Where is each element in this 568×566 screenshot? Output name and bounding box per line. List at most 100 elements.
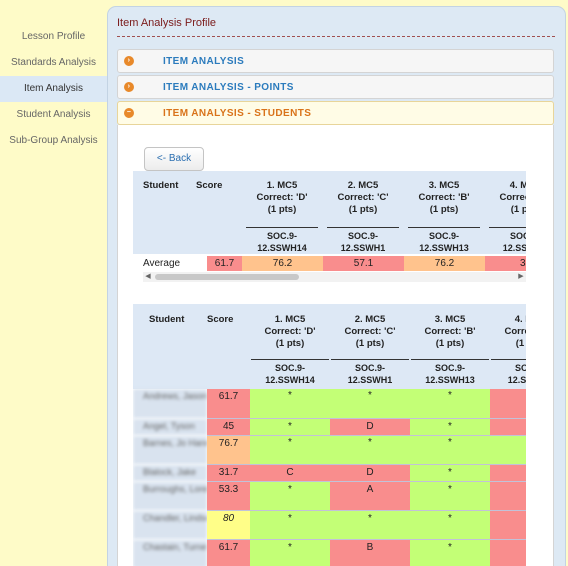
standard-code-item-3: SOC.9- 12.SSWH13 — [410, 362, 490, 386]
row-divider — [207, 481, 526, 482]
item-correct: Correct: 'C' — [337, 192, 389, 203]
standard-divider — [491, 359, 526, 360]
student-score: 80 — [207, 511, 250, 539]
item-number: 2. MC5 — [354, 314, 386, 325]
standard-line: 12.SSWH14 — [257, 243, 307, 253]
horizontal-scrollbar[interactable]: ◀ ▶ — [143, 272, 526, 282]
answer-cell — [490, 389, 526, 418]
standard-line: SOC.9- — [514, 363, 526, 373]
column-header-item-4[interactable]: 4. MC5 Correct: 'A' (1 pts) — [484, 180, 527, 216]
item-number: 1. MC5 — [274, 314, 306, 325]
answer-cell: * — [250, 540, 330, 566]
student-score: 45 — [207, 419, 250, 435]
section-item-analysis[interactable]: › ITEM ANALYSIS — [117, 49, 554, 73]
average-item-2: 57.1 — [323, 256, 404, 271]
answer-cell: * — [250, 389, 330, 418]
answer-cell: * — [330, 511, 410, 539]
standard-line: SOC.9- — [434, 363, 465, 373]
column-header-item-4[interactable]: 4. MC5 Correct: 'A' (1 pts) — [490, 314, 527, 350]
column-header-student[interactable]: Student — [143, 180, 179, 191]
standard-line: 12.SSWH13 — [419, 243, 469, 253]
standard-line: 12.SSWH13 — [425, 375, 475, 385]
column-header-item-2[interactable]: 2. MC5 Correct: 'C' (1 pts) — [330, 314, 410, 350]
sidebar-item-lesson-profile[interactable]: Lesson Profile — [21, 31, 86, 42]
item-points: (1 pts) — [515, 338, 526, 349]
student-score: 61.7 — [207, 389, 250, 418]
column-header-student[interactable]: Student — [149, 314, 185, 325]
sidebar-item-standards-analysis[interactable]: Standards Analysis — [10, 57, 97, 68]
scroll-thumb[interactable] — [155, 274, 299, 280]
item-number: 1. MC5 — [266, 180, 298, 191]
page-title: Item Analysis Profile — [117, 17, 555, 37]
item-number: 3. MC5 — [428, 180, 460, 191]
standard-divider — [331, 359, 409, 360]
standard-code-item-2: SOC.9- 12.SSWH1 — [330, 362, 410, 386]
column-header-item-3[interactable]: 3. MC5 Correct: 'B' (1 pts) — [410, 314, 490, 350]
item-points: (1 pts) — [435, 338, 465, 349]
sidebar-item-item-analysis[interactable]: Item Analysis — [0, 76, 107, 102]
column-header-item-1[interactable]: 1. MC5 Correct: 'D' (1 pts) — [250, 314, 330, 350]
section-label: ITEM ANALYSIS - POINTS — [163, 82, 294, 93]
item-number: 4. MC5 — [509, 180, 526, 191]
item-points: (1 pts) — [355, 338, 385, 349]
back-button[interactable]: <- Back — [144, 147, 204, 171]
answer-cell: * — [410, 465, 490, 481]
answer-cell — [490, 419, 526, 435]
item-points: (1 pts) — [348, 204, 378, 215]
standard-line: 12.SSWH1 — [507, 375, 526, 385]
standard-line: SOC.9- — [266, 231, 297, 241]
scroll-left-icon[interactable]: ◀ — [145, 273, 151, 280]
answer-cell: * — [410, 482, 490, 510]
scroll-right-icon[interactable]: ▶ — [518, 273, 524, 280]
section-label: ITEM ANALYSIS - STUDENTS — [163, 108, 312, 119]
column-header-score[interactable]: Score — [207, 314, 234, 325]
answer-cell — [490, 465, 526, 481]
standard-code-item-2: SOC.9- 12.SSWH1 — [322, 230, 404, 254]
standard-line: 12.SSWH1 — [340, 243, 386, 253]
standard-line: 12.SSWH1 — [502, 243, 526, 253]
column-header-item-3[interactable]: 3. MC5 Correct: 'B' (1 pts) — [403, 180, 485, 216]
standard-code-item-1: SOC.9- 12.SSWH14 — [241, 230, 323, 254]
answer-cell: * — [250, 436, 330, 464]
item-points: (1 pts) — [267, 204, 297, 215]
column-header-score[interactable]: Score — [196, 180, 223, 191]
answer-cell: * — [410, 511, 490, 539]
student-score: 61.7 — [207, 540, 250, 566]
answer-cell: * — [410, 436, 490, 464]
answer-cell: * — [330, 436, 410, 464]
answer-cell: * — [410, 389, 490, 418]
answer-cell — [490, 540, 526, 566]
row-divider — [207, 464, 526, 465]
item-number: 2. MC5 — [347, 180, 379, 191]
standard-line: SOC.9- — [274, 363, 305, 373]
section-item-analysis-students[interactable]: − ITEM ANALYSIS - STUDENTS — [117, 101, 554, 125]
row-divider — [207, 510, 526, 511]
student-name: Barnes, Jo Hannah — [133, 436, 207, 464]
standard-line: 12.SSWH14 — [265, 375, 315, 385]
column-header-item-1[interactable]: 1. MC5 Correct: 'D' (1 pts) — [241, 180, 323, 216]
item-correct: Correct: 'D' — [264, 326, 316, 337]
sidebar-item-subgroup-analysis[interactable]: Sub-Group Analysis — [9, 135, 98, 146]
item-correct: Correct: 'A' — [504, 326, 527, 337]
section-item-analysis-points[interactable]: › ITEM ANALYSIS - POINTS — [117, 75, 554, 99]
average-table: Student Score 1. MC5 Correct: 'D' (1 pts… — [133, 171, 526, 271]
item-correct: Correct: 'B' — [418, 192, 470, 203]
sidebar-item-student-analysis[interactable]: Student Analysis — [16, 109, 91, 120]
standard-line: SOC.9- — [509, 231, 526, 241]
answer-cell: * — [330, 389, 410, 418]
average-item-3: 76.2 — [404, 256, 485, 271]
student-name: Chandler, Lindsey — [133, 511, 207, 539]
student-name: Burroughs, Loren — [133, 482, 207, 510]
row-divider — [207, 435, 526, 436]
standard-divider — [246, 227, 318, 228]
column-header-item-2[interactable]: 2. MC5 Correct: 'C' (1 pts) — [322, 180, 404, 216]
section-label: ITEM ANALYSIS — [163, 56, 245, 67]
student-name: Angel, Tyson — [133, 419, 207, 435]
average-score: 61.7 — [207, 256, 242, 271]
sidebar-nav: Lesson Profile Standards Analysis Item A… — [0, 24, 107, 154]
standard-code-item-4: SOC.9- 12.SSWH1 — [490, 362, 526, 386]
answer-cell — [490, 511, 526, 539]
item-correct: Correct: 'A' — [499, 192, 527, 203]
answer-cell: D — [330, 419, 410, 435]
row-divider — [207, 539, 526, 540]
